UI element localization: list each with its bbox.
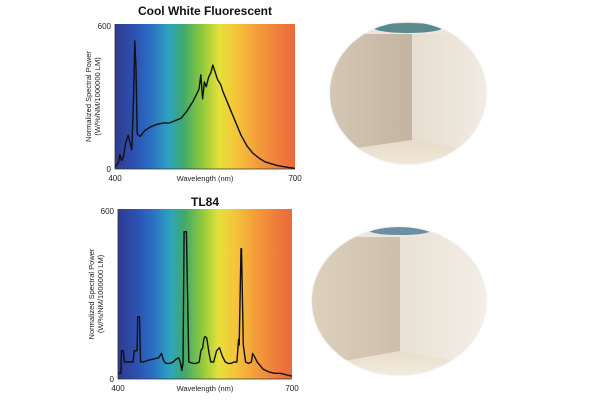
room-corner-image [330,22,486,164]
y-axis-label: Normalized Spectral Power [84,51,93,142]
x-tick-label: 400 [111,384,125,393]
spectrum-background [118,209,292,379]
spectrum-line [118,231,293,377]
chart-title: Cool White Fluorescent [137,4,272,18]
panel-cool-white: Cool White Fluorescent 0 600 400 700 Wavelen… [0,0,600,195]
ceiling-lamp [374,23,442,33]
x-axis-label: Wavelength (nm) [177,384,234,393]
chart-tl84: 0 600 400 700 Wavelength (nm) Normalized Spec… [87,207,299,393]
y-tick-label: 0 [107,165,112,174]
x-tick-label: 700 [285,384,299,393]
y-tick-label: 600 [101,207,115,216]
room-photo-tl84 [312,227,486,375]
chart-cool-white: 0 600 400 700 Wavelength (nm) Normalized Spec… [84,22,302,183]
y-tick-label: 0 [110,375,115,384]
spectrum-background [115,24,295,169]
y-tick-label: 600 [98,22,112,31]
room-corner-image [312,227,486,375]
panel-tl84: TL84 0 600 400 700 Wavelength (nm) Normalized… [0,195,600,400]
y-axis-label-units: (W/%/NM/1000000 LM) [96,254,105,333]
spectrum-line [114,40,296,169]
y-axis-label-units: (W/%/NM/1000000 LM) [93,57,102,136]
y-axis-label: Normalized Spectral Power [87,248,96,339]
x-tick-label: 700 [288,174,302,183]
room-photo-cool-white [330,22,486,164]
x-tick-label: 400 [108,174,122,183]
x-axis-label: Wavelength (nm) [177,174,234,183]
ceiling-lamp [370,227,430,235]
chart-title: TL84 [190,195,219,209]
